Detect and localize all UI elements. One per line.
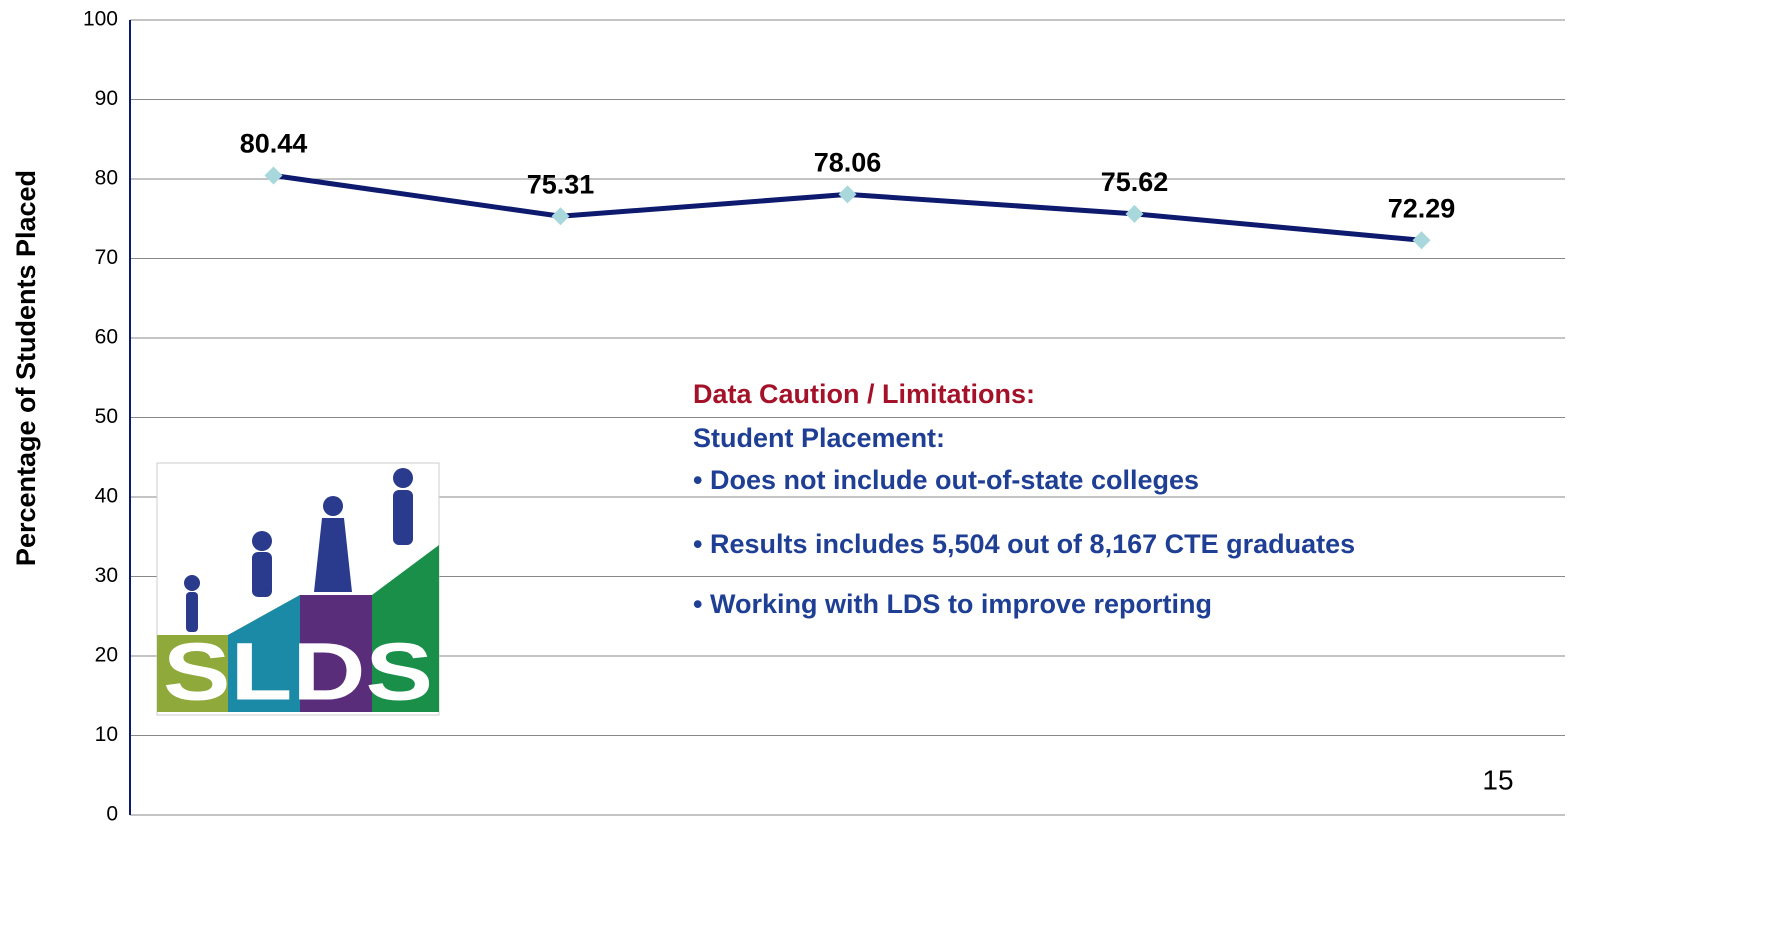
data-label: 72.29 xyxy=(1388,193,1456,223)
annotation-bullet: • Does not include out-of-state colleges xyxy=(693,465,1199,495)
y-tick-label: 10 xyxy=(95,723,118,746)
y-tick-label: 100 xyxy=(83,8,118,31)
logo-block xyxy=(300,595,372,712)
marker xyxy=(551,207,570,226)
y-axis-label: Percentage of Students Placed xyxy=(11,170,41,566)
marker xyxy=(264,166,283,185)
y-tick-label: 40 xyxy=(95,485,118,508)
logo: SLDS xyxy=(156,462,440,718)
data-label: 80.44 xyxy=(240,129,308,159)
y-tick-label: 80 xyxy=(95,167,118,190)
annotation-title: Data Caution / Limitations: xyxy=(693,379,1035,409)
y-tick-label: 0 xyxy=(106,803,118,826)
logo-block xyxy=(372,545,439,712)
annotation-subtitle: Student Placement: xyxy=(693,423,945,453)
line xyxy=(273,173,1422,243)
y-tick-label: 60 xyxy=(95,326,118,349)
logo-text: SLDS xyxy=(163,627,433,718)
y-tick-label: 90 xyxy=(95,87,118,110)
data-label: 75.31 xyxy=(527,169,595,199)
y-tick-label: 30 xyxy=(95,564,118,587)
logo-block xyxy=(228,595,300,712)
page-number: 15 xyxy=(1482,764,1513,795)
logo-figures xyxy=(184,468,413,632)
data-label: 78.06 xyxy=(814,148,882,178)
annotation-bullet: • Working with LDS to improve reporting xyxy=(693,589,1212,619)
y-tick-label: 70 xyxy=(95,246,118,269)
y-tick-label: 50 xyxy=(95,405,118,428)
data-label: 75.62 xyxy=(1101,167,1169,197)
y-tick-label: 20 xyxy=(95,644,118,667)
annotation-bullet: • Results includes 5,504 out of 8,167 CT… xyxy=(693,529,1355,559)
marker xyxy=(1125,204,1144,223)
marker xyxy=(838,185,857,204)
marker xyxy=(1412,231,1431,250)
